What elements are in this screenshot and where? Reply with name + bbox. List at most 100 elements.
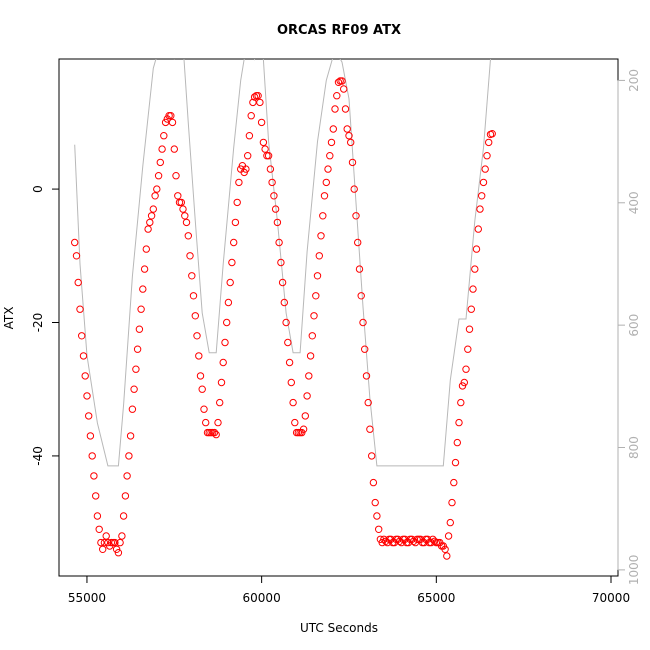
atx-point [382, 537, 390, 545]
atx-point [285, 358, 294, 367]
y2-tick-label: 800 [627, 436, 641, 459]
atx-point [114, 549, 123, 557]
atx-point [196, 372, 205, 380]
atx-point [315, 252, 323, 260]
atx-point [343, 125, 351, 133]
atx-point [453, 438, 461, 447]
atx-point [200, 405, 208, 413]
atx-point [135, 325, 144, 333]
atx-point [313, 272, 322, 280]
atx-point [289, 398, 297, 407]
atx-point [362, 372, 371, 380]
atx-point [354, 238, 362, 247]
atx-point [348, 158, 357, 167]
atx-point [462, 365, 470, 373]
secondary-series [74, 59, 491, 467]
atx-point [261, 145, 269, 153]
atx-point [170, 145, 179, 153]
atx-point [361, 345, 369, 353]
atx-point [168, 118, 177, 127]
atx-point [357, 292, 365, 300]
atx-point [242, 165, 250, 173]
atx-point [369, 478, 378, 487]
atx-point [481, 165, 489, 173]
atx-point [488, 130, 496, 138]
atx-point [95, 525, 103, 533]
atx-point [212, 430, 220, 439]
atx-point [116, 538, 124, 547]
atx-point [202, 418, 210, 427]
atx-point [266, 165, 275, 173]
atx-series [71, 77, 496, 560]
atx-point [476, 205, 484, 213]
atx-point [97, 538, 105, 547]
atx-point [268, 178, 276, 187]
atx-point [198, 385, 206, 393]
atx-point [256, 98, 264, 107]
atx-point [226, 278, 234, 287]
atx-point [146, 218, 154, 227]
atx-point [177, 198, 186, 207]
atx-point [195, 352, 203, 360]
atx-point [90, 472, 98, 480]
atx-point [333, 92, 341, 100]
atx-point [471, 265, 479, 273]
atx-point [371, 498, 379, 507]
atx-point [245, 132, 254, 140]
atx-point [464, 345, 472, 353]
atx-point [472, 245, 481, 253]
atx-point [257, 118, 266, 127]
atx-point [156, 158, 165, 167]
atx-point [355, 265, 364, 273]
atx-point [191, 312, 200, 320]
atx-point [216, 398, 224, 407]
atx-point [99, 545, 107, 553]
atx-point [118, 532, 126, 540]
atx-point [308, 332, 316, 340]
atx-point [184, 232, 193, 240]
atx-point [280, 298, 288, 307]
atx-point [83, 392, 91, 400]
atx-point [132, 365, 140, 373]
atx-point [126, 432, 135, 440]
atx-point [483, 152, 491, 160]
atx-point [350, 185, 358, 193]
atx-point [140, 265, 149, 273]
atx-point [320, 192, 329, 200]
atx-point [275, 238, 283, 247]
atx-point [139, 285, 147, 293]
atx-point [441, 545, 449, 553]
atx-point [282, 318, 290, 327]
atx-point [231, 218, 240, 227]
atx-point [102, 532, 110, 540]
atx-point [446, 518, 454, 527]
atx-point [305, 372, 313, 380]
atx-point [172, 172, 180, 180]
atx-point [324, 165, 332, 173]
atx-point [244, 152, 252, 160]
atx-point [310, 312, 318, 320]
atx-point [92, 492, 100, 500]
atx-point [74, 278, 82, 287]
atx-point [301, 412, 309, 420]
atx-point [79, 352, 88, 360]
atx-point [259, 138, 268, 147]
secondary-line [74, 59, 491, 467]
atx-point [186, 252, 194, 260]
atx-point [277, 258, 285, 267]
atx-point [72, 252, 81, 260]
atx-point [249, 98, 257, 107]
atx-point [469, 285, 477, 293]
atx-point [137, 305, 145, 313]
atx-point [340, 85, 348, 93]
atx-point [327, 138, 336, 147]
y-tick-label: -20 [31, 313, 45, 333]
atx-point [167, 112, 175, 120]
atx-point [76, 305, 84, 313]
y2-tick-label: 1000 [627, 555, 641, 586]
atx-point [460, 378, 468, 387]
atx-point [81, 372, 89, 380]
atx-point [457, 398, 465, 407]
